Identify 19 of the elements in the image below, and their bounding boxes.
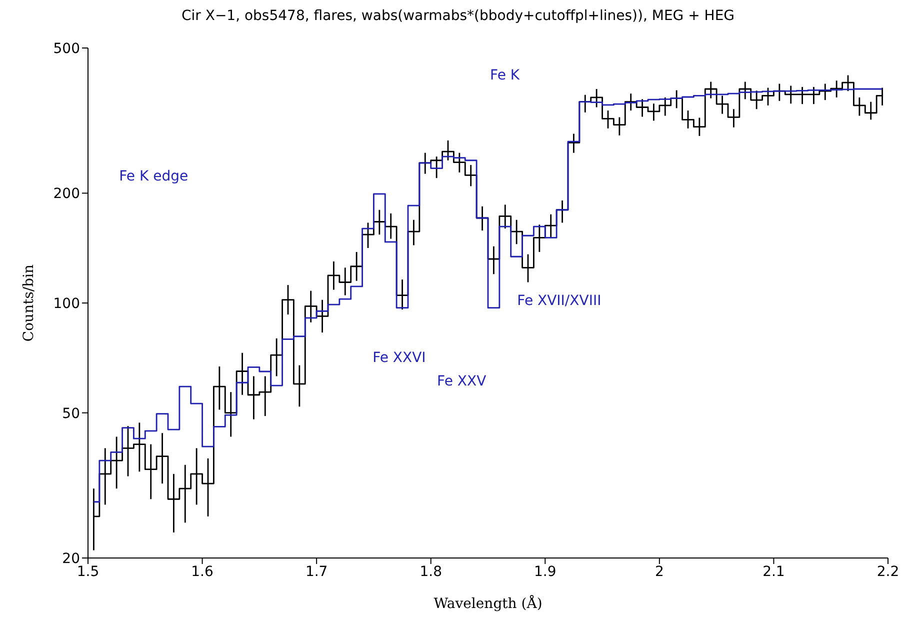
x-tick-label: 1.6 [191,564,214,580]
annotation: Fe K [490,67,520,84]
annotation: Fe XXVI [372,350,426,366]
annotation: Fe XXV [437,373,487,390]
x-tick-label: 1.7 [305,564,328,580]
y-axis-title: Counts/bin [20,264,37,342]
x-tick-label: 2.1 [762,564,785,580]
y-tick-label: 100 [53,296,80,312]
x-tick-label: 2.2 [876,564,900,580]
x-tick-label: 1.8 [420,564,442,580]
annotation: Fe K edge [119,168,188,184]
x-axis-title: Wavelength (Å) [434,595,542,612]
y-tick-label: 500 [53,40,80,57]
chart-title: Cir X−1, obs5478, flares, wabs(warmabs*(bbody+cutoffpl+lines)), MEG + HEG [180,8,736,26]
y-tick-label: 200 [53,186,80,202]
x-tick-label: 2 [654,564,664,580]
annotation: Fe XVII/XVIII [517,292,602,309]
y-tick-label: 50 [62,406,80,422]
x-tick-label: 1.9 [534,564,556,580]
